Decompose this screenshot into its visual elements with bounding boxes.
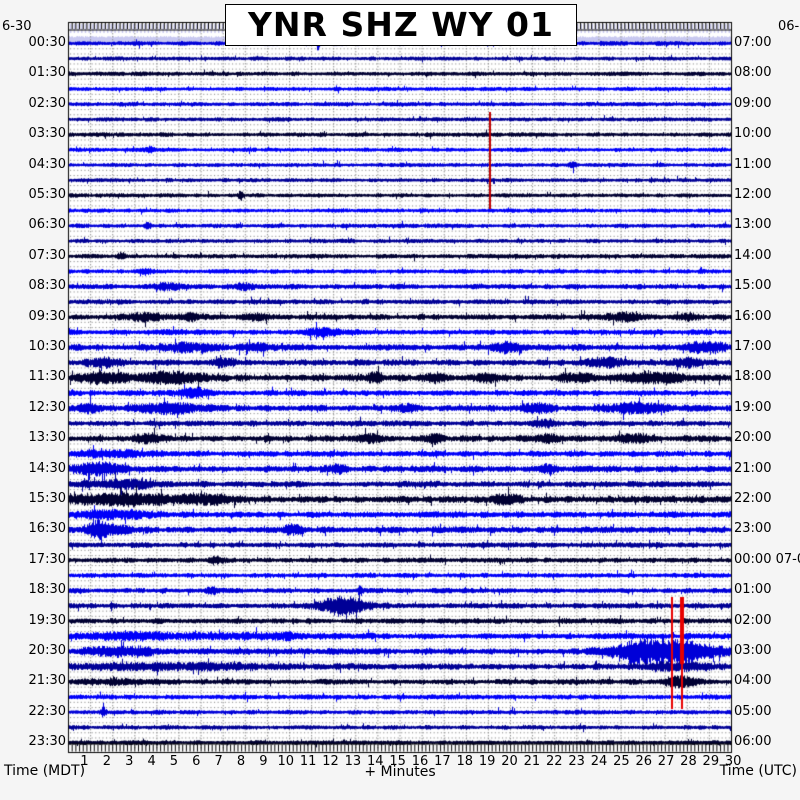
minute-label: 4 [147, 754, 156, 769]
axis-caption-mdt: Time (MDT) [4, 763, 86, 779]
right-time-label: 03:00 [734, 643, 772, 658]
left-time-label: 00:30 [28, 35, 66, 50]
date-label-left: 6-30 [2, 19, 32, 34]
minute-label: 27 [657, 754, 675, 769]
left-time-label: 01:30 [28, 65, 66, 81]
minute-label: 30 [724, 754, 742, 769]
left-time-label: 22:30 [28, 703, 66, 719]
right-time-label: 08:00 [734, 65, 772, 81]
left-time-label: 12:30 [28, 399, 66, 415]
right-time-label: 07:00 [734, 35, 772, 50]
minute-label: 6 [192, 754, 201, 769]
left-time-label: 20:30 [28, 643, 66, 658]
minute-label: 21 [523, 754, 541, 769]
minute-label: 13 [344, 754, 362, 769]
left-time-label: 03:30 [28, 126, 66, 142]
left-time-label: 02:30 [28, 95, 66, 111]
right-time-label: 15:00 [734, 278, 772, 294]
left-time-label: 11:30 [28, 369, 66, 385]
right-time-label: 16:00 [734, 308, 772, 324]
left-time-label: 10:30 [28, 339, 66, 354]
minute-label: 20 [501, 754, 518, 769]
left-time-label: 06:30 [28, 217, 66, 233]
minute-label: 9 [259, 754, 268, 769]
left-time-label: 23:30 [28, 734, 66, 750]
left-time-label: 09:30 [28, 308, 66, 324]
right-time-label: 05:00 [734, 703, 772, 719]
right-time-label: 06:00 [734, 734, 772, 750]
left-time-label: 15:30 [28, 491, 66, 506]
right-time-label: 23:00 [734, 521, 772, 537]
left-time-label: 21:30 [28, 673, 66, 689]
minute-label: 17 [434, 754, 451, 769]
left-time-label: 05:30 [28, 187, 66, 202]
minute-label: 28 [680, 754, 697, 769]
minute-label: 15 [389, 754, 406, 769]
minute-label: 11 [299, 754, 317, 769]
minute-label: 25 [613, 754, 630, 769]
left-time-label: 19:30 [28, 612, 66, 628]
minute-label: 10 [277, 754, 295, 769]
title-box: YNR SHZ WY 01 [225, 4, 577, 46]
right-time-label: 14:00 [734, 247, 772, 263]
right-time-label: 19:00 [734, 399, 772, 415]
right-time-label: 20:00 [734, 430, 772, 446]
right-time-label: 04:00 [734, 673, 772, 689]
left-time-label: 08:30 [28, 278, 66, 294]
minute-label: 22 [545, 754, 563, 769]
minute-label: 29 [702, 754, 720, 769]
left-time-label: 14:30 [28, 460, 66, 476]
page-title: YNR SHZ WY 01 [248, 5, 554, 44]
left-time-label: 17:30 [28, 551, 66, 567]
minute-label: 5 [169, 754, 179, 769]
left-time-label: 18:30 [28, 582, 66, 598]
right-time-label: 09:00 [734, 95, 772, 111]
right-time-label: 01:00 [734, 582, 772, 598]
axis-caption-utc: Time (UTC) [719, 763, 797, 779]
left-time-label: 04:30 [28, 156, 66, 172]
minute-label: 1 [80, 754, 89, 769]
minute-label: 26 [635, 754, 652, 769]
right-time-label: 21:00 [734, 460, 772, 476]
minute-label: 14 [366, 754, 384, 769]
minute-label: 8 [236, 754, 246, 769]
minute-label: 16 [411, 754, 429, 769]
minute-label: 12 [322, 754, 339, 769]
axis-caption-minutes: + Minutes [364, 764, 436, 780]
date-label-right: 06-30 [778, 19, 800, 34]
right-time-label: 02:00 [734, 612, 772, 628]
right-time-label: 00:00 07-01 [734, 551, 800, 567]
left-time-label: 07:30 [28, 247, 66, 263]
minute-label: 2 [102, 754, 111, 769]
right-time-label: 12:00 [734, 187, 772, 202]
minute-label: 7 [214, 754, 223, 769]
minute-label: 24 [590, 754, 608, 769]
minute-label: 3 [125, 754, 134, 769]
minute-label: 19 [478, 754, 496, 769]
right-time-label: 13:00 [734, 217, 772, 233]
minute-label: 18 [456, 754, 474, 769]
right-time-label: 18:00 [734, 369, 772, 385]
minute-label: 23 [568, 754, 585, 769]
right-time-label: 10:00 [734, 126, 772, 142]
left-time-label: 16:30 [28, 521, 66, 537]
right-time-label: 17:00 [734, 339, 772, 354]
left-time-label: 13:30 [28, 430, 66, 446]
right-time-label: 11:00 [734, 156, 772, 172]
right-time-label: 22:00 [734, 491, 772, 506]
